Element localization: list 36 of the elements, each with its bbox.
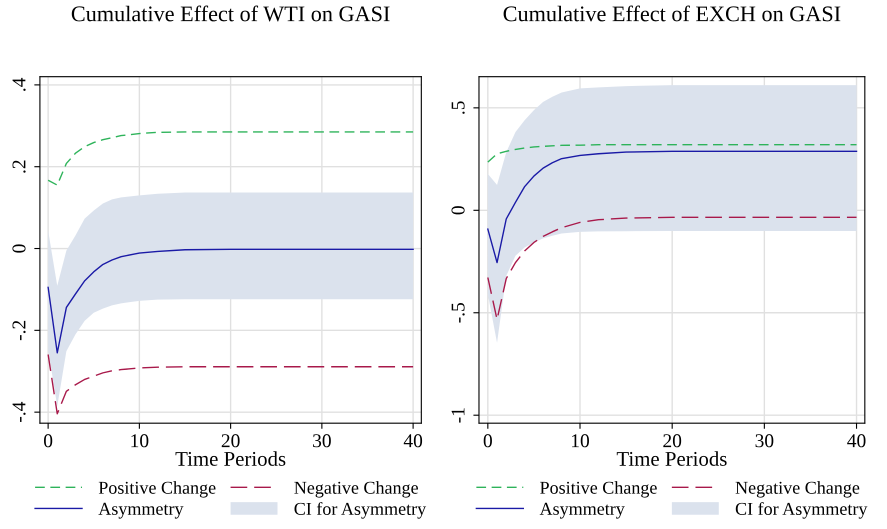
legend-label: Negative Change xyxy=(736,481,860,498)
chart-title: Cumulative Effect of WTI on GASI xyxy=(72,6,390,22)
line-series xyxy=(47,354,414,414)
line-series xyxy=(47,248,414,354)
line-series xyxy=(487,144,858,163)
line-series xyxy=(487,150,858,264)
x-tick-label: 40 xyxy=(847,434,866,448)
y-tick-label: -.2 xyxy=(12,320,26,340)
legend-label: Positive Change xyxy=(540,481,657,498)
x-tick-label: 30 xyxy=(313,434,331,448)
y-tick-label: -1 xyxy=(452,408,464,423)
legend-label: Asymmetry xyxy=(98,502,184,519)
x-tick-label: 40 xyxy=(404,434,422,448)
y-tick-label: 0 xyxy=(451,206,465,214)
x-tick-label: 20 xyxy=(663,434,682,448)
x-tick-label: 0 xyxy=(44,434,52,448)
text: CI for Asymmetry xyxy=(736,502,868,519)
y-tick-label: .5 xyxy=(452,101,465,114)
line-series xyxy=(47,131,414,186)
x-axis-title: Time Periods xyxy=(616,451,727,466)
x-tick-label: 10 xyxy=(572,434,589,448)
chart-title: Cumulative Effect of EXCH on GASI xyxy=(504,6,840,22)
x-axis-title: Time Periods xyxy=(176,451,286,466)
legend-label: Positive Change xyxy=(98,481,216,498)
legend-label: Asymmetry xyxy=(540,502,625,519)
x-tick-label: 30 xyxy=(756,434,774,448)
y-tick-label: .4 xyxy=(12,78,26,91)
text: CI for Asymmetry xyxy=(294,502,426,519)
x-tick-label: 20 xyxy=(222,434,240,448)
x-tick-label: 0 xyxy=(484,434,492,448)
y-tick-label: .2 xyxy=(12,160,26,173)
y-tick-label: -.4 xyxy=(12,402,26,422)
y-tick-label: 0 xyxy=(12,244,26,253)
x-tick-label: 10 xyxy=(131,434,148,448)
legend-label: Negative Change xyxy=(294,481,418,498)
y-tick-label: -.5 xyxy=(452,302,465,323)
